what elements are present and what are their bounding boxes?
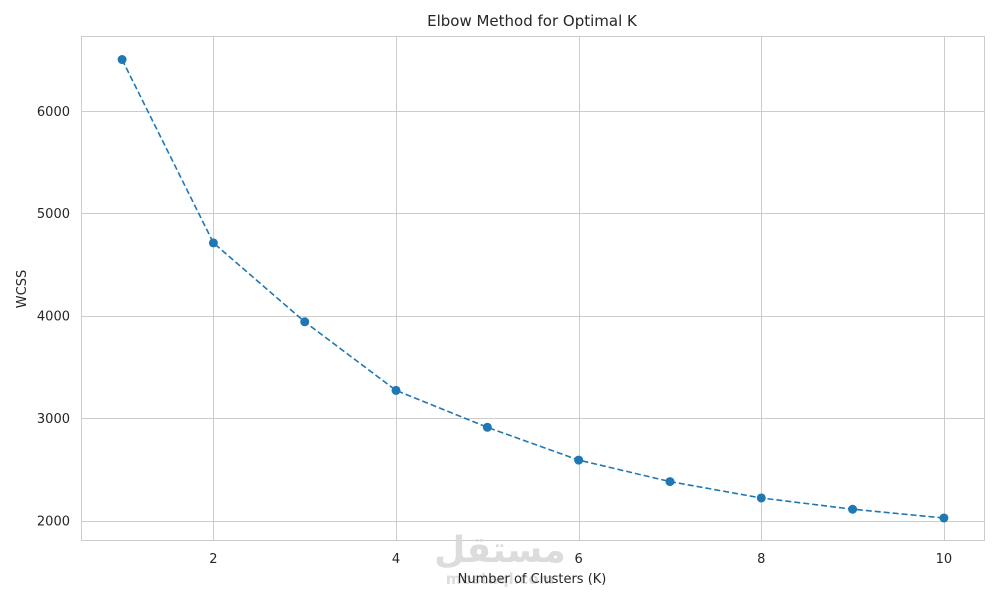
data-point [574,455,584,465]
y-tick-label: 4000 [37,310,70,325]
data-point [208,238,218,248]
watermark-logo: مستقل mostaql.com [434,530,566,588]
y-tick-label: 3000 [37,412,70,427]
y-axis-label: WCSS [15,270,30,308]
x-tick-label: 4 [392,552,400,567]
data-point [756,493,766,503]
watermark-latin-text: mostaql.com [446,570,555,588]
y-tick-label: 5000 [37,207,70,222]
x-tick-label: 8 [757,552,765,567]
data-point [939,513,949,523]
data-point [391,385,401,395]
plot-background [81,36,985,541]
watermark-arabic-text: مستقل [434,530,566,571]
grid-lines [81,36,985,541]
series-group [117,55,949,523]
tick-labels: 2 4 6 8 10 2000 3000 4000 5000 6000 [37,105,952,567]
y-tick-label: 2000 [37,515,70,530]
series-line [121,59,944,519]
y-tick-label: 6000 [37,105,70,120]
x-tick-label: 6 [575,552,583,567]
data-point [117,55,127,65]
data-point [665,477,675,487]
x-axis-label: Number of Clusters (K) [458,572,607,587]
data-point [300,317,310,327]
x-tick-label: 2 [209,552,217,567]
data-point [848,504,858,514]
data-point [482,422,492,432]
plot-frame [81,36,985,541]
chart-title: Elbow Method for Optimal K [427,12,638,30]
x-tick-label: 10 [936,552,953,567]
